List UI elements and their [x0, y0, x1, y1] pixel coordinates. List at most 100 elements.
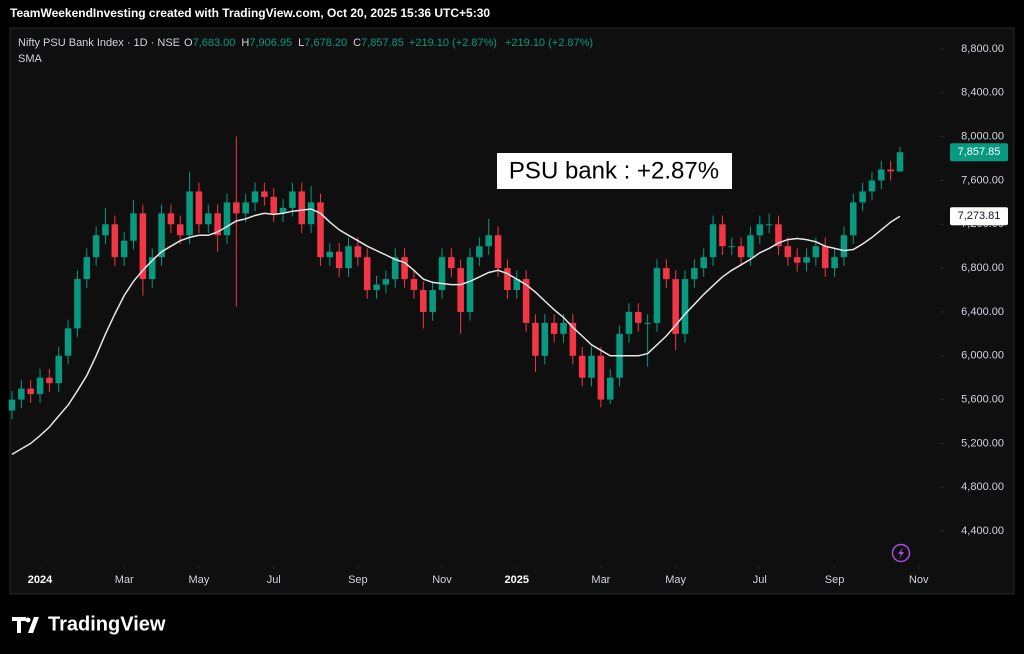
- chart-panel: [9, 27, 1015, 595]
- x-tick-label: May: [665, 574, 686, 586]
- logo-icon: [12, 617, 39, 633]
- candle-body: [233, 202, 240, 214]
- candle-body: [420, 290, 427, 312]
- last-price-box: [950, 143, 1008, 162]
- candle-body: [289, 191, 296, 208]
- candle-body: [195, 191, 203, 225]
- ohlc-value: 7,678.20: [304, 37, 347, 49]
- x-tick-label: Sep: [348, 574, 368, 586]
- candle-body: [644, 322, 651, 324]
- candle-body: [307, 202, 315, 225]
- annotation-box: [497, 153, 732, 189]
- y-tick-label: 5,600.00: [961, 393, 1004, 405]
- candle-body: [410, 279, 418, 291]
- x-tick-label: 2024: [28, 574, 53, 586]
- candle-body: [476, 246, 483, 258]
- candle-body: [719, 224, 726, 247]
- last-price-label: 7,857.85: [958, 146, 1001, 158]
- ohlc-value: 7,683.00: [193, 37, 236, 49]
- candles: [8, 136, 904, 420]
- candle-body: [513, 279, 521, 291]
- candle-body: [691, 268, 698, 280]
- candle-body: [317, 202, 324, 258]
- candle-body: [363, 257, 371, 291]
- x-tick-label: Nov: [909, 574, 929, 586]
- candle-body: [672, 279, 679, 334]
- candle-body: [298, 191, 306, 225]
- change: +219.10 (+2.87%): [409, 37, 497, 49]
- x-tick-label: 2025: [505, 574, 529, 586]
- candle-body: [578, 355, 586, 378]
- candle-body: [148, 257, 156, 280]
- y-tick-label: 4,400.00: [961, 525, 1004, 537]
- ohlc-key: L: [298, 37, 304, 49]
- candle-body: [849, 202, 857, 236]
- candle-body: [120, 240, 128, 258]
- candle-body: [64, 328, 72, 356]
- ohlc-key: O: [184, 37, 193, 49]
- candle-body: [345, 246, 352, 269]
- candle-body: [373, 284, 380, 291]
- candle-body: [859, 191, 866, 203]
- candle-body: [504, 268, 511, 291]
- y-tick-label: 7,600.00: [961, 174, 1004, 186]
- candle-body: [354, 246, 362, 258]
- annotation-text: PSU bank : +2.87%: [509, 157, 719, 184]
- candle-body: [457, 268, 464, 312]
- candle-body: [111, 224, 119, 258]
- ohlc-value: 7,906.95: [249, 37, 292, 49]
- candle-body: [485, 235, 492, 247]
- candle-body: [139, 213, 147, 280]
- candle-body: [429, 290, 436, 312]
- icon-circle: [891, 543, 911, 563]
- candle-body: [176, 224, 184, 236]
- candle-body: [821, 246, 829, 269]
- candle-body: [793, 257, 801, 263]
- logo-dot: [25, 617, 31, 623]
- header-text: TeamWeekendInvesting created with Tradin…: [10, 6, 490, 20]
- candle-body: [55, 355, 63, 384]
- candle-body: [46, 377, 53, 384]
- y-tick-label: 4,800.00: [961, 481, 1004, 493]
- y-tick-label: 8,000.00: [961, 131, 1004, 143]
- candle-body: [36, 377, 44, 395]
- x-tick-label: Jul: [753, 574, 767, 586]
- candle-body: [831, 257, 838, 269]
- candle-body: [335, 251, 343, 269]
- candle-body: [747, 235, 754, 258]
- candle-body: [588, 355, 595, 378]
- candle-body: [663, 268, 670, 280]
- candle-body: [560, 322, 567, 334]
- legend: Nifty PSU Bank Index · 1D · NSE O7,683.00…: [18, 37, 593, 49]
- candle-body: [887, 169, 894, 172]
- candle-body: [401, 257, 408, 280]
- candle-body: [205, 213, 212, 225]
- candle-body: [522, 279, 530, 323]
- candle-body: [803, 257, 810, 263]
- y-tick-label: 5,200.00: [961, 437, 1004, 449]
- candle-body: [812, 246, 820, 258]
- candle-body: [466, 257, 474, 312]
- candle-body: [550, 322, 558, 334]
- candle-body: [102, 224, 109, 236]
- candle-body: [270, 196, 277, 214]
- candle-body: [8, 399, 16, 411]
- y-tick-label: 6,800.00: [961, 262, 1004, 274]
- x-tick-label: Jul: [267, 574, 281, 586]
- candle-body: [74, 279, 81, 329]
- logo-text: TradingView: [48, 613, 166, 635]
- candle-body: [18, 388, 25, 400]
- y-tick-label: 6,000.00: [961, 350, 1004, 362]
- candle-body: [438, 257, 446, 291]
- y-tick-label: 8,400.00: [961, 87, 1004, 99]
- candle-body: [158, 213, 165, 258]
- candle-body: [92, 235, 100, 258]
- candle-body: [382, 279, 390, 285]
- candle-body: [494, 235, 502, 269]
- symbol: Nifty PSU Bank Index · 1D · NSE: [18, 37, 180, 49]
- candle-body: [635, 311, 642, 323]
- candle-body: [167, 213, 175, 225]
- candle-body: [784, 246, 792, 258]
